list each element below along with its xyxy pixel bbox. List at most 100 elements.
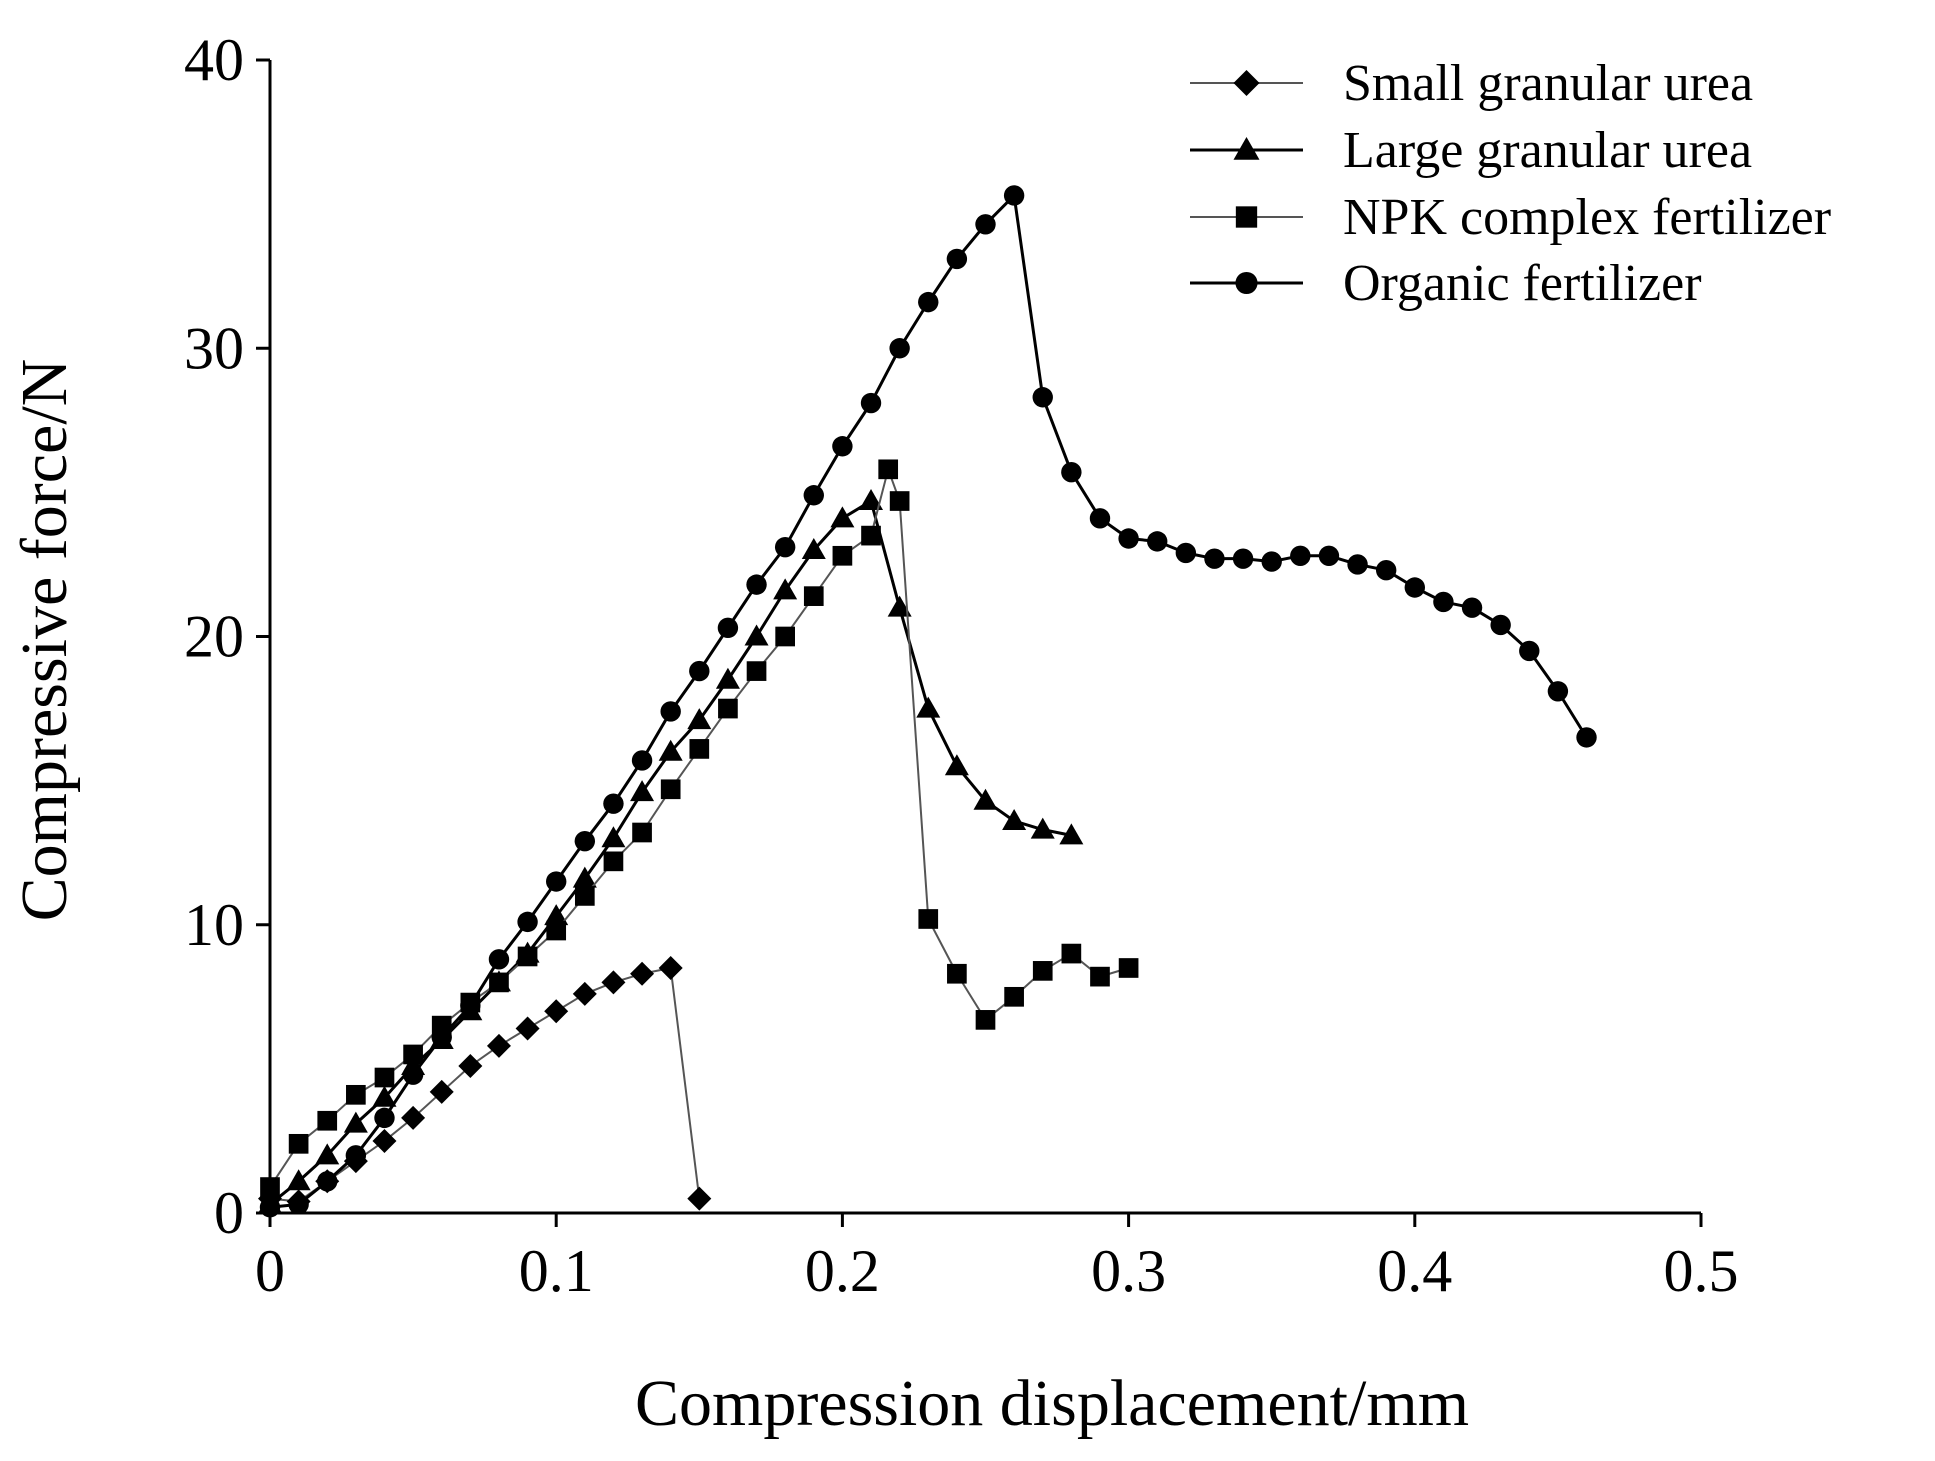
x-tick-label: 0.5 xyxy=(1664,1238,1739,1304)
series-4 xyxy=(259,185,1597,1218)
data-point xyxy=(372,1128,397,1153)
data-point xyxy=(1061,461,1082,483)
data-point xyxy=(717,617,739,639)
data-point xyxy=(773,578,798,600)
series-layer xyxy=(258,185,1597,1218)
data-point xyxy=(1030,817,1055,839)
data-point xyxy=(946,248,968,270)
data-point xyxy=(515,1016,540,1041)
data-point xyxy=(658,955,683,980)
x-tick-label: 0.2 xyxy=(805,1238,880,1304)
data-point xyxy=(374,1107,395,1129)
data-point xyxy=(860,392,882,414)
data-point xyxy=(431,1026,452,1048)
data-point xyxy=(401,1105,426,1130)
data-point xyxy=(544,999,569,1024)
data-point xyxy=(1032,961,1053,981)
data-point xyxy=(403,1044,423,1065)
data-point xyxy=(572,866,597,888)
data-point xyxy=(1347,554,1368,575)
data-point xyxy=(687,708,712,730)
data-point xyxy=(1003,185,1025,206)
data-point xyxy=(918,909,939,929)
data-point xyxy=(1290,545,1311,566)
data-point xyxy=(544,904,569,926)
data-point xyxy=(774,536,796,558)
legend-item: Large granular urea xyxy=(1190,122,1752,179)
data-point xyxy=(1118,528,1139,549)
data-point xyxy=(486,1033,511,1058)
data-point xyxy=(1375,560,1397,581)
axes: 0 0.1 0.2 0.3 0.4 0.5 0 10 20 30 40 xyxy=(184,27,1739,1304)
data-point xyxy=(718,698,738,719)
legend-marker xyxy=(1235,206,1258,228)
y-tick-label: 40 xyxy=(184,27,244,93)
legend-item: NPK complex fertilizer xyxy=(1190,189,1831,246)
x-axis-label: Compression displacement/mm xyxy=(635,1367,1469,1440)
data-point xyxy=(601,826,626,848)
data-point xyxy=(632,822,652,843)
data-point xyxy=(1032,387,1053,408)
data-point xyxy=(947,963,967,984)
data-point xyxy=(1461,597,1483,618)
data-point xyxy=(260,1177,280,1197)
data-point xyxy=(861,525,881,546)
data-point xyxy=(1175,542,1197,564)
y-tick-label: 30 xyxy=(184,315,244,381)
data-point xyxy=(574,886,595,906)
data-point xyxy=(715,667,740,689)
data-point xyxy=(317,1110,338,1131)
data-point xyxy=(916,696,941,718)
data-point xyxy=(489,972,509,993)
data-point xyxy=(832,436,853,457)
x-tick-label: 0.3 xyxy=(1091,1238,1166,1304)
data-point xyxy=(572,981,597,1006)
data-point xyxy=(458,1053,483,1078)
data-point xyxy=(1519,640,1540,662)
data-point xyxy=(315,1143,340,1165)
data-point xyxy=(517,911,538,933)
data-point xyxy=(317,1171,338,1192)
data-point xyxy=(288,1133,309,1154)
legend-marker xyxy=(1233,137,1260,160)
legend-item: Small granular urea xyxy=(1190,55,1753,112)
y-tick-label: 20 xyxy=(184,604,244,670)
data-point xyxy=(402,1064,424,1085)
data-point xyxy=(832,545,853,566)
data-point xyxy=(775,626,795,647)
data-point xyxy=(488,949,510,970)
y-tick-label: 10 xyxy=(184,892,244,958)
data-point xyxy=(630,780,655,802)
data-point xyxy=(803,586,824,606)
data-point xyxy=(1404,577,1426,598)
data-point xyxy=(460,995,481,1016)
data-point xyxy=(574,830,596,852)
data-point xyxy=(1261,551,1282,572)
data-point xyxy=(631,750,653,771)
data-point xyxy=(372,1085,397,1107)
data-point xyxy=(1547,681,1569,702)
data-point xyxy=(975,214,996,235)
data-point xyxy=(1059,823,1084,845)
data-point xyxy=(1204,548,1225,569)
data-point xyxy=(346,1084,366,1105)
data-point xyxy=(689,660,710,682)
data-point xyxy=(660,701,681,722)
data-point xyxy=(975,1010,996,1030)
data-point xyxy=(887,595,912,617)
legend: Small granular urea Large granular urea NP… xyxy=(1190,55,1831,312)
data-point xyxy=(801,538,826,560)
y-tick-label: 0 xyxy=(214,1180,244,1246)
data-point xyxy=(288,1194,309,1215)
data-point xyxy=(689,739,710,759)
x-tick-label: 0 xyxy=(255,1238,285,1304)
data-point xyxy=(603,851,624,872)
data-point xyxy=(744,624,769,646)
data-point xyxy=(746,574,767,595)
data-point xyxy=(944,754,969,776)
data-point xyxy=(859,489,884,511)
data-point xyxy=(1576,727,1597,748)
series-line xyxy=(269,966,701,1203)
